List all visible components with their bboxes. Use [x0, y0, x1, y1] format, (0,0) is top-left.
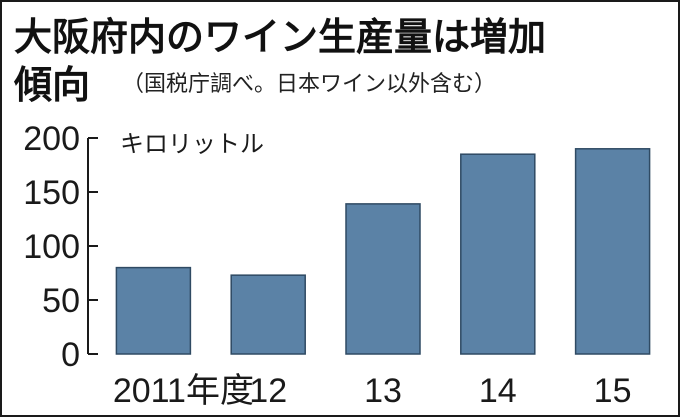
y-axis-unit-label: キロリットル [120, 130, 264, 158]
x-tick-label: 2011年度 [113, 372, 254, 410]
x-tick-label: 12 [249, 372, 287, 410]
y-axis: 0 50 100 150 200 [23, 120, 98, 374]
bar [230, 274, 306, 355]
y-tick-label: 50 [42, 282, 80, 320]
chart-title-continuation: 傾向 [14, 63, 91, 107]
y-tick-label: 150 [23, 174, 80, 212]
bar [460, 153, 536, 355]
y-tick-label: 0 [61, 336, 80, 374]
y-tick-label: 100 [23, 228, 80, 266]
x-tick-label: 15 [594, 372, 632, 410]
chart-title: 大阪府内のワイン生産量は増加 [14, 15, 547, 59]
x-tick-label: 13 [364, 372, 402, 410]
bar [574, 148, 651, 355]
bar [115, 266, 192, 355]
chart-subtitle: （国税庁調べ。日本ワイン以外含む） [122, 72, 497, 97]
bar [345, 203, 421, 355]
x-tick-label: 14 [479, 372, 517, 410]
bars [115, 148, 651, 355]
y-tick-label: 200 [23, 120, 80, 158]
